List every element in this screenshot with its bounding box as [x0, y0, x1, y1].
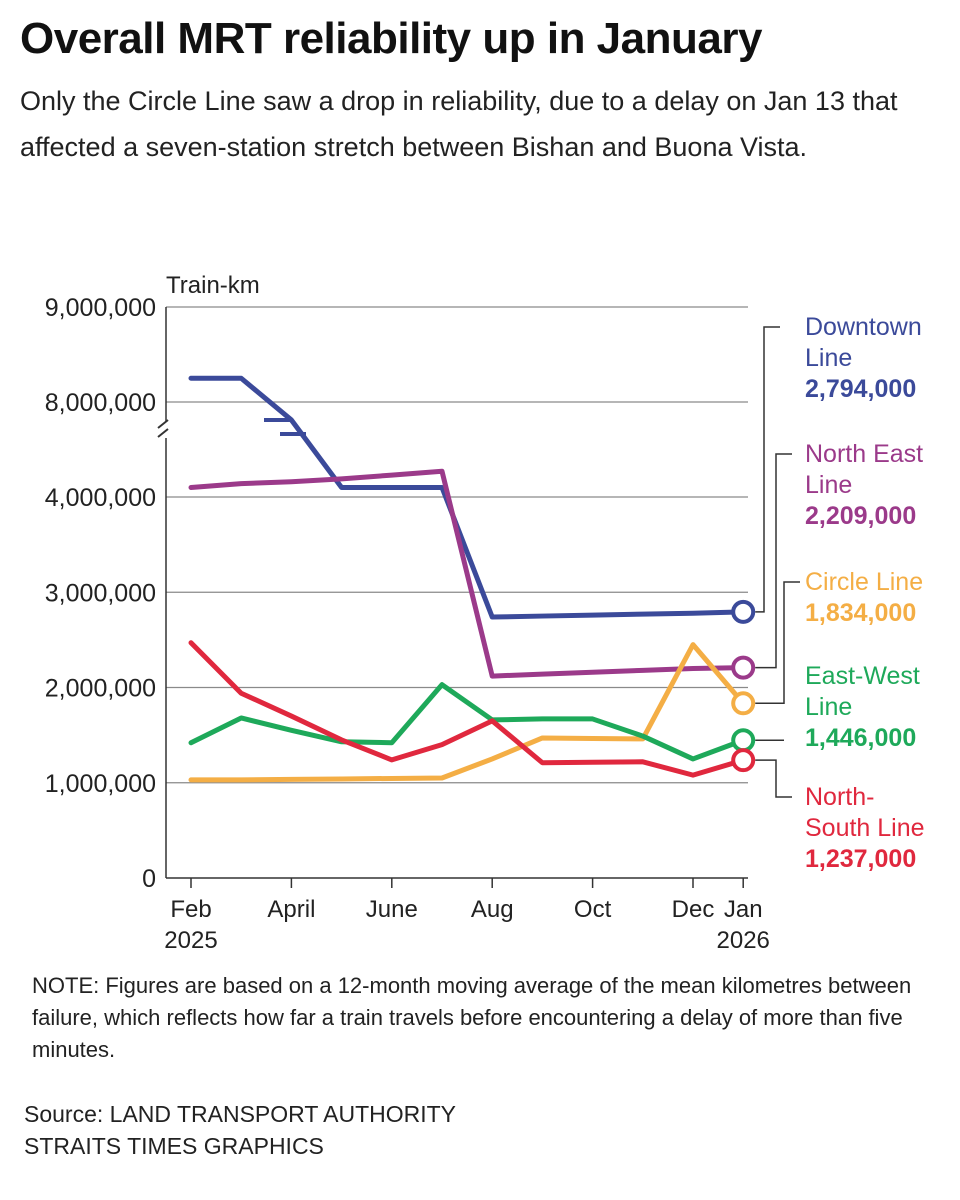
- series-value-label: 1,237,000: [805, 845, 916, 873]
- y-tick-label: 1,000,000: [45, 770, 156, 798]
- y-tick-label: 0: [142, 865, 156, 893]
- series-label: North East Line 2,209,000: [731, 440, 923, 680]
- series-name: Line: [805, 471, 852, 499]
- source-credit: Source: LAND TRANSPORT AUTHORITY STRAITS…: [24, 1098, 456, 1162]
- series-line: [188, 468, 746, 679]
- series-name: North East: [805, 440, 923, 468]
- y-tick-label: 3,000,000: [45, 579, 156, 607]
- note-text: NOTE: Figures are based on a 12-month mo…: [32, 973, 912, 1062]
- series-lines: [188, 375, 746, 783]
- series-label: Circle Line 1,834,000: [731, 568, 923, 716]
- y-tick-label: 4,000,000: [45, 484, 156, 512]
- end-marker: [731, 655, 756, 680]
- y-tick-label: 8,000,000: [45, 389, 156, 417]
- credit-line: STRAITS TIMES GRAPHICS: [24, 1133, 324, 1159]
- line-break-mark: [264, 418, 306, 436]
- series-value-label: 1,834,000: [805, 599, 916, 627]
- series-line: [188, 640, 746, 778]
- end-marker: [731, 691, 756, 716]
- x-tick-label: Aug: [471, 896, 514, 923]
- y-axis: 9,000,000 8,000,000 4,000,000 3,000,000 2,00…: [45, 272, 260, 893]
- x-tick-year: 2026: [717, 927, 770, 954]
- chart-subtitle: Only the Circle Line saw a drop in relia…: [20, 86, 898, 162]
- x-tick-label: Oct: [574, 896, 612, 923]
- end-marker: [731, 599, 756, 624]
- leader-line: [755, 759, 792, 798]
- series-name: Line: [805, 344, 852, 372]
- x-tick-label: April: [267, 896, 315, 923]
- y-axis-title: Train-km: [166, 272, 260, 299]
- series-line: [188, 642, 746, 783]
- series-line: [188, 682, 746, 762]
- series-line: [188, 375, 746, 620]
- leader-line: [755, 581, 800, 705]
- axis-break-mark: [157, 419, 172, 438]
- y-tick-label: 2,000,000: [45, 675, 156, 703]
- leader-line: [755, 453, 792, 669]
- series-name: Downtown: [805, 313, 922, 341]
- series-name: South Line: [805, 814, 925, 842]
- grid-lines: [166, 306, 748, 784]
- series-labels: Downtown Line 2,794,000 North East Line 2,209…: [731, 313, 925, 873]
- x-tick-year: 2025: [164, 927, 217, 954]
- series-name: Line: [805, 693, 852, 721]
- series-name: East-West: [805, 662, 920, 690]
- series-value-label: 2,794,000: [805, 375, 916, 403]
- end-marker: [731, 748, 756, 773]
- line-chart: 9,000,000 8,000,000 4,000,000 3,000,000 2,00…: [45, 272, 925, 954]
- series-value-label: 1,446,000: [805, 724, 916, 752]
- axis-break-line: [157, 419, 169, 429]
- series-label: Downtown Line 2,794,000: [731, 313, 922, 624]
- x-tick-label: Jan: [724, 896, 763, 923]
- x-tick-label: Dec: [672, 896, 715, 923]
- x-axis: Feb 2025 April June Aug Oct Dec Jan 2026: [164, 877, 770, 954]
- source-line: Source: LAND TRANSPORT AUTHORITY: [24, 1101, 457, 1127]
- series-label: North- South Line 1,237,000: [731, 748, 925, 873]
- chart-title: Overall MRT reliability up in January: [20, 14, 762, 63]
- series-label: East-West Line 1,446,000: [731, 662, 920, 753]
- axis-break-line: [157, 428, 169, 438]
- x-tick-label: June: [366, 896, 418, 923]
- end-marker: [731, 728, 756, 753]
- series-name: Circle Line: [805, 568, 923, 596]
- y-tick-label: 9,000,000: [45, 294, 156, 322]
- leader-line: [755, 326, 780, 613]
- x-tick-label: Feb: [170, 896, 211, 923]
- series-value-label: 2,209,000: [805, 502, 916, 530]
- series-name: North-: [805, 783, 874, 811]
